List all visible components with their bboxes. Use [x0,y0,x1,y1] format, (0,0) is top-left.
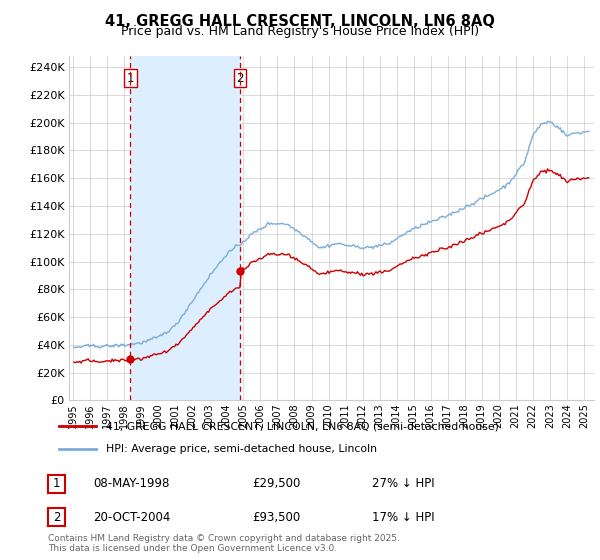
Text: Contains HM Land Registry data © Crown copyright and database right 2025.
This d: Contains HM Land Registry data © Crown c… [48,534,400,553]
Text: HPI: Average price, semi-detached house, Lincoln: HPI: Average price, semi-detached house,… [106,444,377,454]
Text: 1: 1 [53,477,60,491]
Text: £29,500: £29,500 [252,477,301,491]
Text: £93,500: £93,500 [252,511,300,524]
Text: 17% ↓ HPI: 17% ↓ HPI [372,511,434,524]
Text: 27% ↓ HPI: 27% ↓ HPI [372,477,434,491]
Text: 2: 2 [236,72,244,85]
Text: 20-OCT-2004: 20-OCT-2004 [93,511,170,524]
Text: 41, GREGG HALL CRESCENT, LINCOLN, LN6 8AQ: 41, GREGG HALL CRESCENT, LINCOLN, LN6 8A… [105,14,495,29]
Text: 1: 1 [127,72,134,85]
Text: Price paid vs. HM Land Registry's House Price Index (HPI): Price paid vs. HM Land Registry's House … [121,25,479,38]
Text: 2: 2 [53,511,60,524]
Text: 41, GREGG HALL CRESCENT, LINCOLN, LN6 8AQ (semi-detached house): 41, GREGG HALL CRESCENT, LINCOLN, LN6 8A… [106,421,499,431]
Bar [130,56,240,400]
Text: 08-MAY-1998: 08-MAY-1998 [93,477,169,491]
